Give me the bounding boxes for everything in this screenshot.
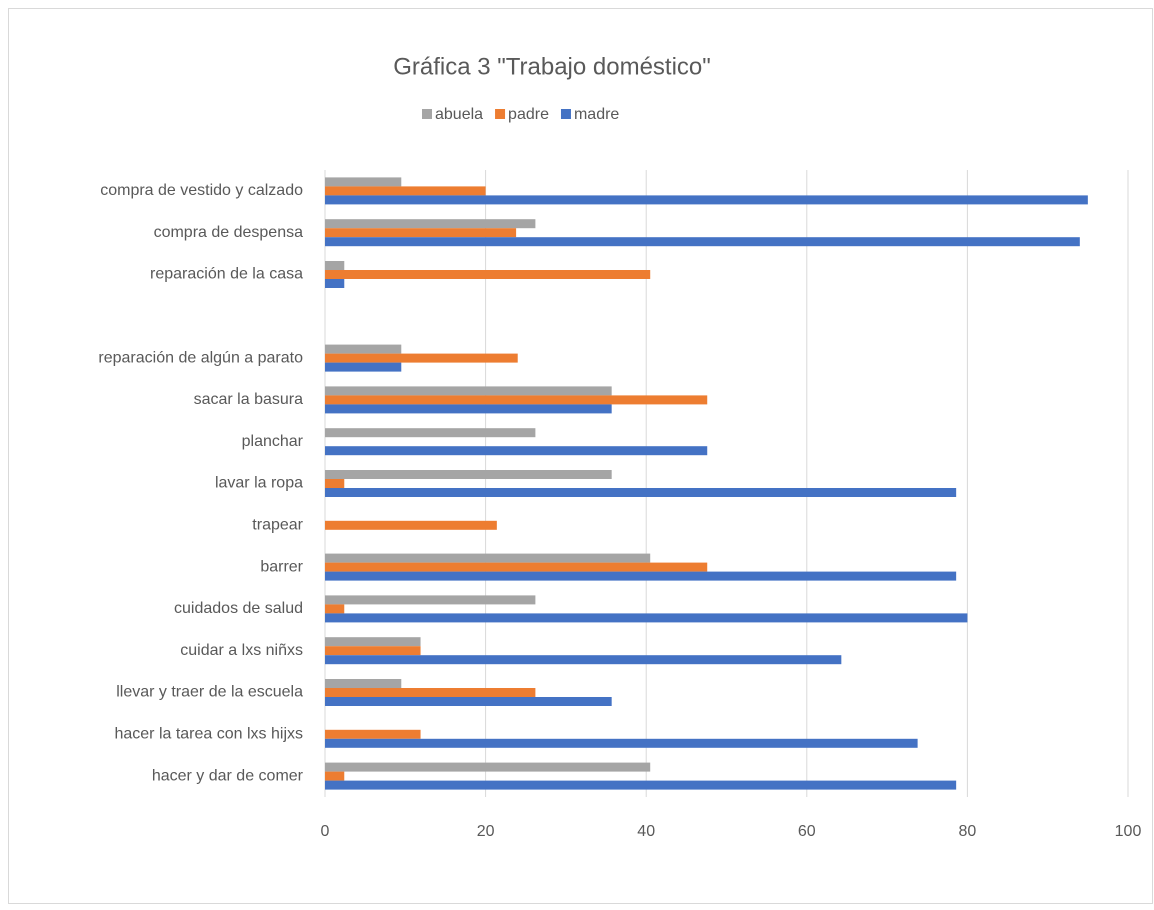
bar — [325, 279, 345, 288]
y-tick-label: planchar — [242, 433, 304, 450]
bar — [325, 237, 1080, 247]
legend-label: padre — [508, 106, 549, 123]
bar — [325, 697, 612, 706]
bar — [325, 195, 1088, 205]
bar — [325, 261, 345, 270]
bar — [325, 655, 842, 665]
bar — [325, 177, 402, 187]
bar — [325, 386, 612, 396]
y-tick-label: hacer la tarea con lxs hijxs — [114, 726, 303, 743]
bar — [325, 646, 421, 656]
bar — [325, 729, 421, 739]
y-tick-label: reparación de algún a parato — [98, 349, 303, 366]
chart-border — [8, 8, 1153, 904]
bar — [325, 562, 708, 572]
bar — [325, 520, 497, 530]
y-tick-label: trapear — [252, 517, 303, 534]
bar — [325, 404, 612, 414]
legend-label: abuela — [435, 106, 483, 123]
x-tick-label: 0 — [321, 823, 330, 840]
y-tick-label: hacer y dar de comer — [152, 767, 304, 784]
bar — [325, 488, 957, 497]
y-tick-label: compra de vestido y calzado — [100, 182, 303, 199]
legend-swatch — [422, 109, 432, 119]
legend-swatch — [495, 109, 506, 119]
bar — [325, 470, 612, 479]
bar — [325, 186, 486, 196]
y-tick-label: llevar y traer de la escuela — [116, 684, 303, 701]
y-tick-label: cuidar a lxs niñxs — [180, 642, 303, 659]
x-tick-label: 100 — [1115, 823, 1142, 840]
bar — [325, 428, 536, 438]
y-tick-label: reparación de la casa — [150, 266, 303, 283]
x-tick-label: 80 — [959, 823, 977, 840]
bar — [325, 762, 651, 772]
bar — [325, 738, 918, 748]
bar — [325, 479, 345, 488]
y-tick-label: sacar la basura — [194, 391, 303, 408]
bar — [325, 571, 957, 581]
y-tick-label: cuidados de salud — [174, 600, 303, 617]
y-tick-label: barrer — [260, 558, 303, 575]
x-tick-label: 20 — [477, 823, 495, 840]
bar — [325, 595, 536, 605]
bar — [325, 446, 708, 456]
bar — [325, 270, 651, 279]
y-tick-label: lavar la ropa — [215, 475, 303, 492]
bar — [325, 228, 517, 238]
bar — [325, 553, 651, 563]
bar — [325, 679, 402, 688]
bar — [325, 637, 421, 647]
bar — [325, 780, 957, 790]
bar — [325, 613, 968, 623]
bar — [325, 353, 518, 363]
x-tick-label: 40 — [637, 823, 655, 840]
legend-swatch — [560, 109, 571, 119]
chart-title: Gráfica 3 "Trabajo doméstico" — [393, 53, 711, 80]
bar — [325, 688, 536, 697]
bar — [325, 362, 402, 372]
y-tick-label: compra de despensa — [154, 224, 304, 241]
bar — [325, 604, 345, 614]
bar — [325, 344, 402, 354]
bar — [325, 219, 536, 229]
legend-label: madre — [574, 106, 619, 123]
x-tick-label: 60 — [798, 823, 816, 840]
bar — [325, 771, 345, 781]
bar — [325, 395, 708, 405]
